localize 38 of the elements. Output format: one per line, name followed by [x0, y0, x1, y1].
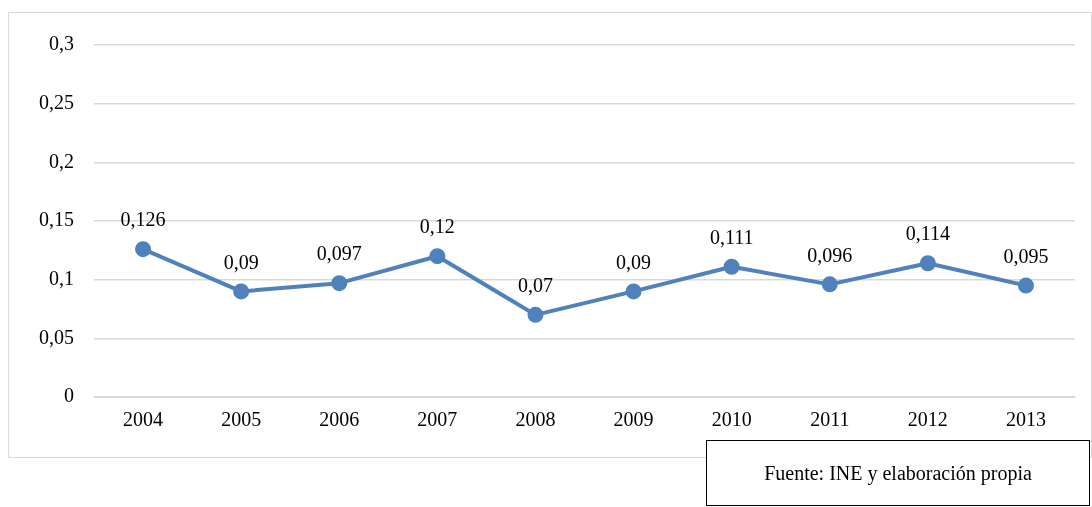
- data-label: 0,097: [316, 242, 362, 265]
- data-label: 0,09: [223, 250, 259, 273]
- data-label: 0,12: [419, 215, 455, 238]
- x-tick-label: 2008: [515, 408, 556, 431]
- x-tick-label: 2010: [711, 408, 752, 431]
- point: [625, 283, 642, 300]
- y-tick-label: 0,3: [49, 32, 74, 55]
- data-label: 0,096: [807, 243, 853, 266]
- x-tick-label: 2012: [907, 408, 948, 431]
- point: [723, 258, 740, 275]
- data-label: 0,09: [616, 250, 652, 273]
- y-tick-label: 0,15: [39, 208, 74, 231]
- x-tick-label: 2006: [319, 408, 360, 431]
- data-label: 0,111: [709, 226, 754, 249]
- source-note: Fuente: INE y elaboración propia: [706, 440, 1090, 506]
- data-label: 0,114: [905, 222, 950, 245]
- point: [821, 276, 838, 293]
- x-tick-label: 2004: [123, 408, 164, 431]
- y-tick-label: 0,1: [49, 266, 74, 289]
- point: [429, 248, 446, 265]
- point: [1017, 277, 1034, 294]
- data-label: 0,126: [120, 208, 166, 231]
- point: [527, 306, 544, 323]
- point: [233, 283, 250, 300]
- data-label: 0,095: [1003, 244, 1049, 267]
- y-tick-label: 0: [64, 384, 74, 407]
- data-label: 0,07: [517, 274, 553, 297]
- x-tick-label: 2009: [613, 408, 654, 431]
- x-tick-label: 2011: [810, 408, 850, 431]
- y-tick-label: 0,25: [39, 90, 74, 113]
- y-tick-label: 0,05: [39, 325, 74, 348]
- point: [135, 241, 152, 258]
- x-tick-label: 2007: [417, 408, 458, 431]
- point: [331, 275, 348, 292]
- point: [919, 255, 936, 272]
- y-tick-label: 0,2: [49, 149, 74, 172]
- x-tick-label: 2013: [1005, 408, 1046, 431]
- x-tick-label: 2005: [221, 408, 262, 431]
